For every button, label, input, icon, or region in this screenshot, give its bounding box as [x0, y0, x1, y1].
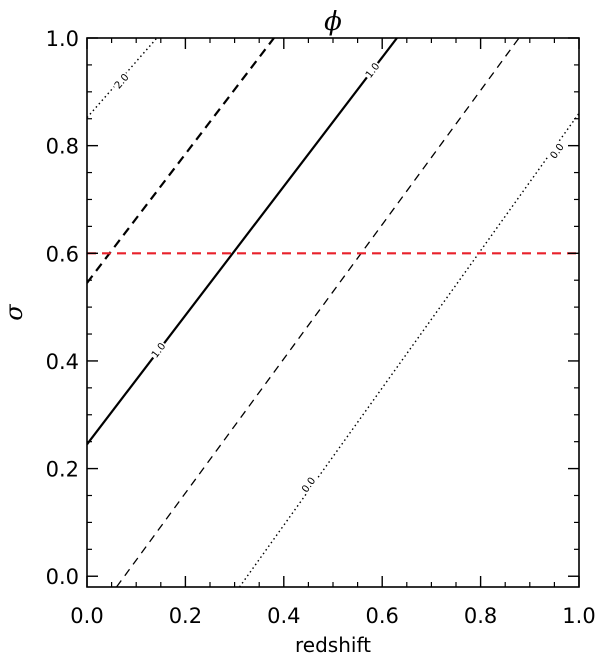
x-tick-label: 0.2 — [169, 604, 202, 628]
contour-label-bg — [148, 339, 168, 361]
chart-title: ϕ — [324, 7, 342, 37]
tick-labels: 0.0 0.2 0.4 0.6 0.8 1.0 0.0 0.2 0.4 0.6 0.8 1.0 — [46, 27, 596, 628]
contour-line-5 — [238, 112, 579, 587]
contour-line-2 — [87, 38, 275, 284]
contour-label-bg — [547, 140, 567, 162]
contour-label-bg — [362, 60, 382, 81]
plot-frame — [86, 37, 580, 588]
x-tick-label: 1.0 — [562, 604, 595, 628]
y-tick-label: 0.2 — [46, 458, 79, 482]
y-tick-label: 1.0 — [46, 27, 79, 51]
y-tick-label: 0.8 — [46, 135, 79, 159]
y-tick-label: 0.4 — [46, 350, 79, 374]
x-axis-label: redshift — [295, 633, 371, 657]
x-tick-label: 0.8 — [464, 604, 497, 628]
x-tick-label: 0.4 — [267, 604, 300, 628]
contour-label-bg — [299, 474, 318, 495]
contour-label-bg — [111, 70, 132, 92]
contour-label-1-1: 2.0 — [113, 72, 132, 91]
contour-line-4 — [115, 38, 520, 587]
contour-line-3 — [87, 38, 398, 446]
contour-labels: 2.01.01.00.00.0 — [111, 60, 567, 495]
y-tick-label: 0.0 — [46, 565, 79, 589]
y-tick-label: 0.6 — [46, 242, 79, 266]
y-axis-label: σ — [0, 304, 28, 321]
x-tick-label: 0.0 — [70, 604, 103, 628]
contour-label-5-2: 0.0 — [549, 142, 567, 161]
contour-lines — [87, 38, 579, 587]
contour-label-5-1: 0.0 — [300, 476, 318, 495]
x-tick-label: 0.6 — [365, 604, 398, 628]
